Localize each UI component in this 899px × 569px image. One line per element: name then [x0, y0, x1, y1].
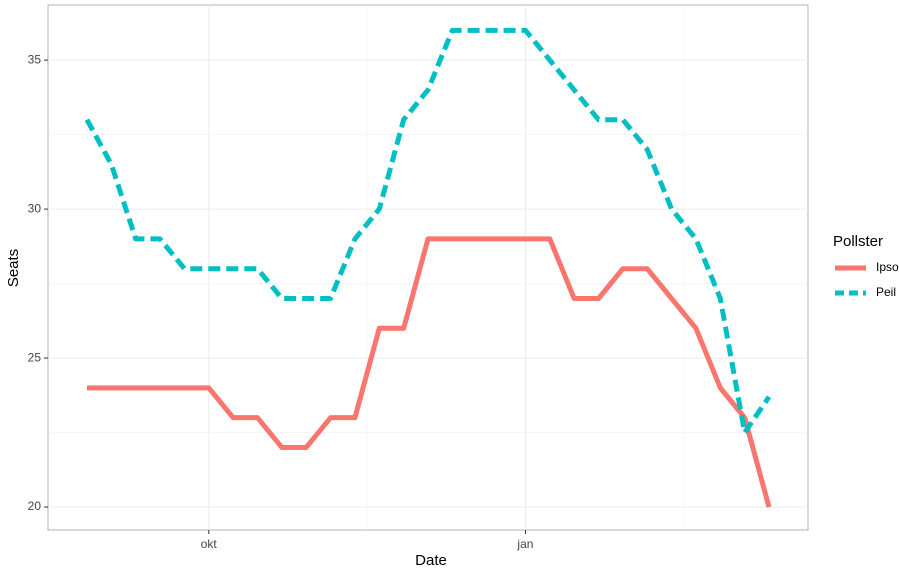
x-axis-title: Date: [415, 552, 447, 569]
x-tick-label: jan: [516, 537, 533, 551]
series-line: [86, 236, 772, 508]
y-tick-label: 35: [28, 52, 42, 66]
legend-label: Ipsos: [876, 260, 899, 274]
legend-title: Pollster: [833, 233, 883, 250]
x-tick-label: okt: [201, 537, 218, 551]
y-tick-label: 30: [28, 201, 42, 215]
y-tick-label: 25: [28, 350, 42, 364]
legend-label: Peil: [876, 285, 896, 299]
y-axis-title: Seats: [5, 249, 22, 287]
series-line: [84, 27, 772, 436]
panel: [47, 4, 809, 531]
y-tick-label: 20: [28, 499, 42, 513]
